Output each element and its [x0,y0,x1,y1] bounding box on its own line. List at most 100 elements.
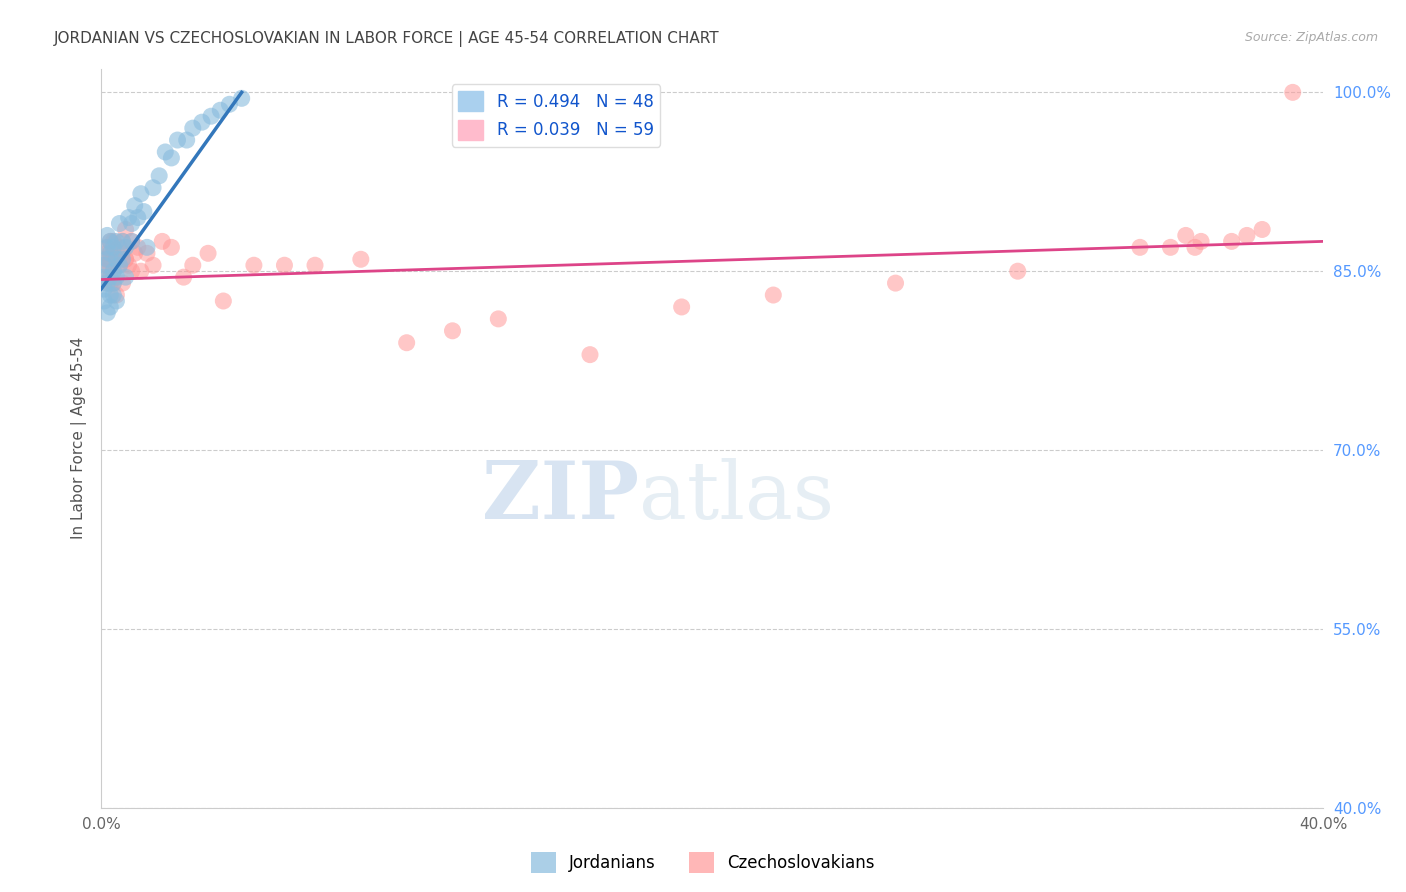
Point [1007,264,1029,278]
Point [98,276,121,290]
Point [1236,228,1258,243]
Text: ZIP: ZIP [482,458,638,536]
Point [108,258,131,272]
Point [103,240,125,254]
Point [98,235,121,249]
Point [350,252,373,267]
Point [98,270,121,285]
Point [197,246,219,260]
Point [160,151,183,165]
Point [121,264,143,278]
Point [96,306,118,320]
Point [111,235,134,249]
Point [150,235,173,249]
Point [395,335,418,350]
Point [1129,240,1152,254]
Point [114,252,136,267]
Point [98,235,121,249]
Point [96,228,118,243]
Point [98,288,121,302]
Point [96,240,118,254]
Point [121,217,143,231]
Point [96,240,118,254]
Point [114,252,136,267]
Point [243,258,266,272]
Point [103,264,125,278]
Point [200,109,222,123]
Point [111,252,134,267]
Point [117,211,139,225]
Point [1160,240,1182,254]
Point [111,276,134,290]
Point [1184,240,1206,254]
Point [148,169,170,183]
Point [231,91,253,105]
Point [121,235,143,249]
Point [142,180,165,194]
Point [117,258,139,272]
Point [127,240,149,254]
Point [1251,222,1274,236]
Point [160,240,183,254]
Point [111,246,134,260]
Point [1174,228,1197,243]
Point [579,348,602,362]
Point [441,324,464,338]
Point [105,293,128,308]
Point [124,199,146,213]
Point [98,300,121,314]
Point [191,115,214,129]
Point [671,300,693,314]
Point [98,270,121,285]
Text: Source: ZipAtlas.com: Source: ZipAtlas.com [1244,31,1378,45]
Point [762,288,785,302]
Point [93,270,115,285]
Point [136,240,159,254]
Point [93,282,115,296]
Point [132,204,155,219]
Point [304,258,326,272]
Point [103,276,125,290]
Point [114,222,136,236]
Point [98,252,121,267]
Point [93,264,115,278]
Legend: R = 0.494   N = 48, R = 0.039   N = 59: R = 0.494 N = 48, R = 0.039 N = 59 [451,84,661,146]
Point [176,133,198,147]
Point [129,186,152,201]
Text: atlas: atlas [638,458,834,536]
Point [105,235,128,249]
Point [114,240,136,254]
Point [121,235,143,249]
Point [129,264,152,278]
Point [1281,86,1303,100]
Point [103,235,125,249]
Point [105,252,128,267]
Point [98,246,121,260]
Point [155,145,177,159]
Point [103,264,125,278]
Point [181,258,204,272]
Point [105,270,128,285]
Point [93,258,115,272]
Point [173,270,195,285]
Point [93,252,115,267]
Point [108,240,131,254]
Point [212,293,235,308]
Legend: Jordanians, Czechoslovakians: Jordanians, Czechoslovakians [524,846,882,880]
Point [108,258,131,272]
Point [103,288,125,302]
Point [96,276,118,290]
Point [124,246,146,260]
Point [209,103,232,118]
Point [166,133,188,147]
Point [884,276,907,290]
Point [96,258,118,272]
Point [136,246,159,260]
Point [93,293,115,308]
Point [1189,235,1212,249]
Point [273,258,295,272]
Point [486,311,509,326]
Point [103,276,125,290]
Point [127,211,149,225]
Point [111,235,134,249]
